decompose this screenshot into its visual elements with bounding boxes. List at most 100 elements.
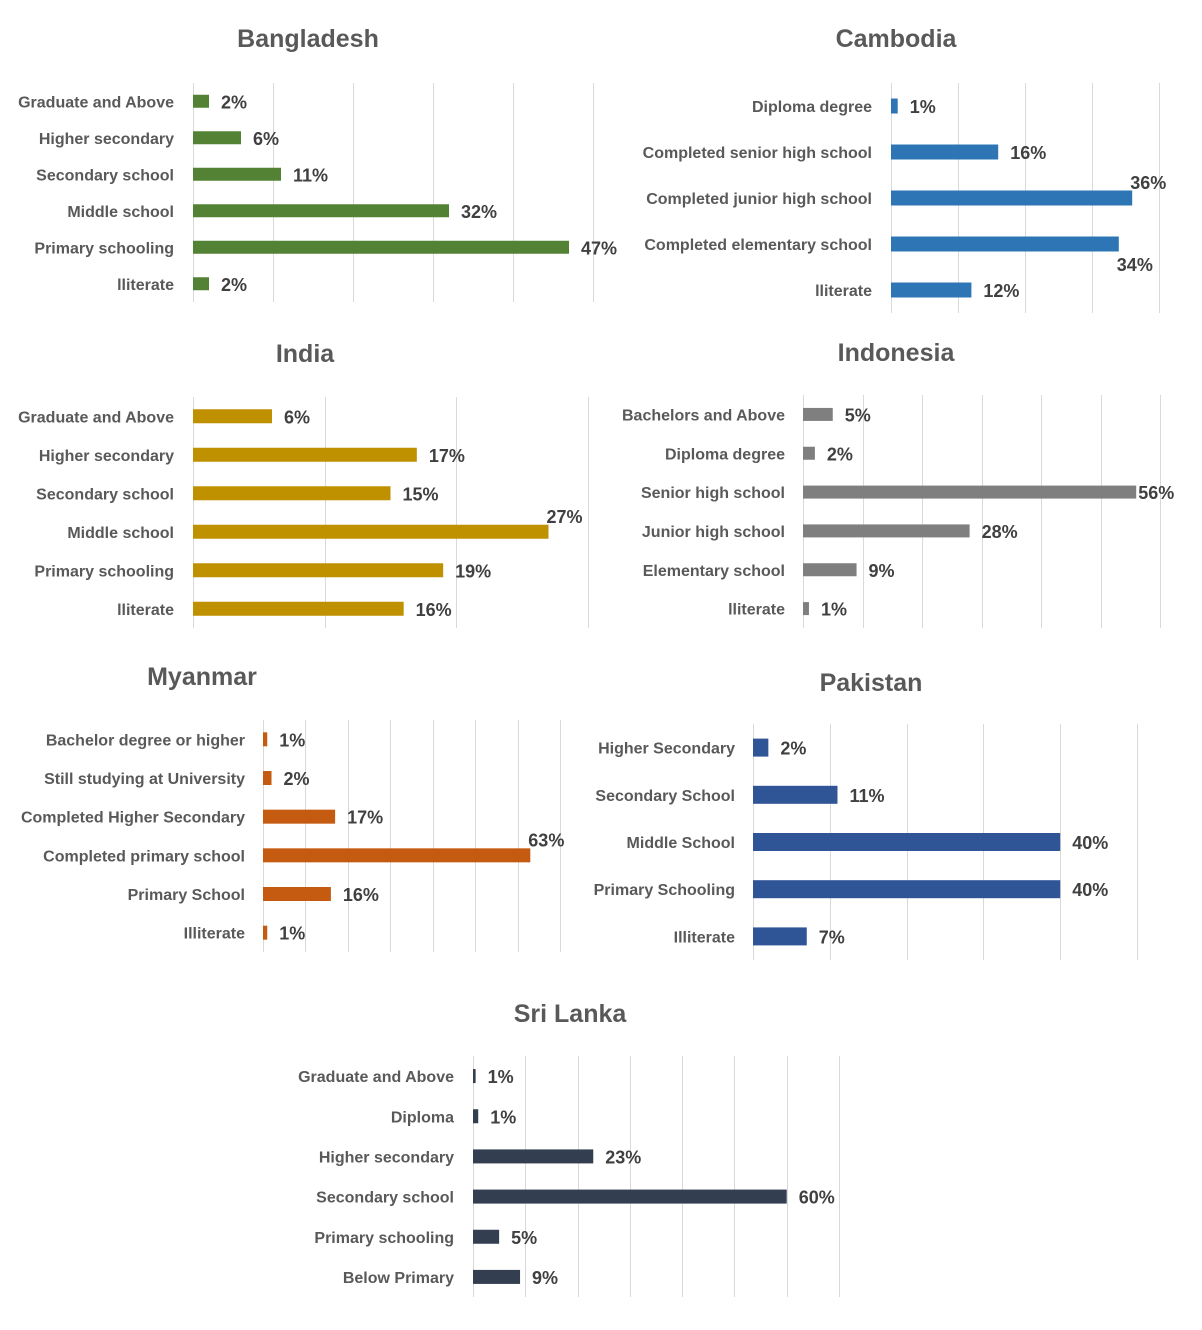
indonesia-value-label: 9%	[869, 561, 895, 581]
pakistan-value-label: 2%	[780, 739, 806, 759]
cambodia-bar	[891, 282, 972, 298]
cambodia-title: Cambodia	[836, 25, 958, 53]
indonesia-category-label: Diploma degree	[665, 446, 785, 463]
bangladesh-category-label: Middle school	[67, 204, 174, 221]
indonesia-chart: Indonesia Bachelors and Above 5% Diploma de…	[622, 339, 1174, 628]
cambodia-category-label: Completed junior high school	[646, 191, 872, 208]
pakistan-bar	[753, 738, 769, 757]
myanmar-category-label: Bachelor degree or higher	[46, 732, 245, 749]
pakistan-title: Pakistan	[820, 669, 923, 697]
india-value-label: 15%	[403, 484, 439, 504]
myanmar-bar	[263, 809, 336, 824]
cambodia-bar	[891, 98, 898, 114]
pakistan-bar	[753, 833, 1061, 851]
indonesia-value-label: 28%	[982, 522, 1018, 542]
myanmar-bar	[263, 887, 331, 901]
pakistan-category-label: Illiterate	[674, 929, 735, 946]
myanmar-value-label: 17%	[347, 808, 383, 828]
sri-lanka-category-label: Higher secondary	[319, 1149, 454, 1166]
pakistan-bar	[753, 785, 838, 804]
pakistan-value-label: 11%	[849, 786, 884, 806]
india-title: India	[276, 340, 335, 368]
myanmar-value-label: 1%	[279, 730, 305, 750]
sri-lanka-category-label: Secondary school	[316, 1190, 454, 1207]
cambodia-bar	[891, 144, 999, 160]
bangladesh-value-label: 47%	[581, 238, 617, 258]
bangladesh-value-label: 32%	[461, 202, 497, 222]
bangladesh-value-label: 6%	[253, 129, 279, 149]
india-value-label: 19%	[455, 561, 491, 581]
sri-lanka-value-label: 1%	[490, 1107, 516, 1127]
pakistan-value-label: 40%	[1072, 833, 1108, 853]
bangladesh-bar	[193, 204, 449, 218]
india-value-label: 27%	[547, 507, 583, 527]
myanmar-value-label: 1%	[279, 924, 305, 944]
indonesia-category-label: Senior high school	[641, 485, 785, 502]
india-category-label: Middle school	[67, 525, 174, 542]
india-bar	[193, 563, 444, 578]
pakistan-category-label: Primary Schooling	[594, 882, 735, 899]
bangladesh-chart: Bangladesh Graduate and Above 2% Higher sec…	[18, 25, 617, 302]
indonesia-category-label: Junior high school	[642, 524, 785, 541]
indonesia-bar	[803, 446, 815, 460]
cambodia-category-label: Completed senior high school	[643, 145, 872, 162]
sri-lanka-bar	[473, 1269, 521, 1284]
bangladesh-bar	[193, 277, 209, 291]
sri-lanka-value-label: 5%	[511, 1228, 537, 1248]
bangladesh-bar	[193, 167, 281, 181]
cambodia-bar	[891, 236, 1119, 252]
cambodia-value-label: 1%	[910, 97, 936, 117]
pakistan-value-label: 40%	[1072, 880, 1108, 900]
bangladesh-bar	[193, 131, 241, 145]
sri-lanka-value-label: 9%	[532, 1268, 558, 1288]
myanmar-chart: Myanmar Bachelor degree or higher 1% Still …	[21, 663, 564, 952]
india-bar	[193, 601, 404, 616]
indonesia-value-label: 1%	[821, 600, 847, 620]
india-category-label: lliterate	[117, 602, 174, 619]
indonesia-value-label: 56%	[1138, 483, 1174, 503]
cambodia-value-label: 12%	[983, 281, 1019, 301]
bangladesh-category-label: Secondary school	[36, 167, 174, 184]
sri-lanka-value-label: 23%	[605, 1147, 641, 1167]
cambodia-category-label: Diploma degree	[752, 99, 872, 116]
indonesia-bar	[803, 407, 833, 421]
myanmar-value-label: 63%	[528, 830, 564, 850]
myanmar-bar	[263, 771, 272, 785]
cambodia-value-label: 34%	[1117, 255, 1153, 275]
india-category-label: Higher secondary	[39, 448, 174, 465]
indonesia-category-label: Bachelors and Above	[622, 407, 785, 424]
sri-lanka-bar	[473, 1149, 594, 1164]
bangladesh-bar	[193, 94, 209, 108]
indonesia-category-label: Elementary school	[643, 563, 785, 580]
pakistan-chart: Pakistan Higher Secondary 2% Secondary Scho…	[594, 669, 1138, 960]
indonesia-title: Indonesia	[838, 339, 956, 367]
sri-lanka-title: Sri Lanka	[514, 1000, 628, 1028]
myanmar-title: Myanmar	[147, 663, 257, 691]
pakistan-value-label: 7%	[819, 927, 845, 947]
pakistan-category-label: Secondary School	[595, 788, 735, 805]
cambodia-bar	[891, 190, 1133, 206]
sri-lanka-value-label: 1%	[488, 1067, 514, 1087]
bangladesh-category-label: Primary schooling	[34, 240, 174, 257]
india-bar	[193, 409, 272, 424]
myanmar-value-label: 16%	[343, 885, 379, 905]
sri-lanka-category-label: Graduate and Above	[298, 1069, 454, 1086]
india-value-label: 16%	[416, 600, 452, 620]
indonesia-bar	[803, 485, 1137, 499]
myanmar-category-label: Illiterate	[184, 926, 245, 943]
india-bar	[193, 486, 391, 501]
myanmar-category-label: Completed primary school	[43, 848, 245, 865]
cambodia-category-label: Completed elementary school	[644, 237, 872, 254]
bangladesh-category-label: Graduate and Above	[18, 94, 174, 111]
indonesia-value-label: 5%	[845, 405, 871, 425]
indonesia-bar	[803, 602, 809, 616]
bangladesh-value-label: 2%	[221, 92, 247, 112]
india-value-label: 17%	[429, 446, 465, 466]
indonesia-bar	[803, 524, 970, 538]
india-category-label: Primary schooling	[34, 563, 174, 580]
sri-lanka-category-label: Below Primary	[343, 1270, 454, 1287]
sri-lanka-bar	[473, 1069, 476, 1084]
bangladesh-value-label: 11%	[293, 165, 328, 185]
myanmar-bar	[263, 925, 268, 940]
